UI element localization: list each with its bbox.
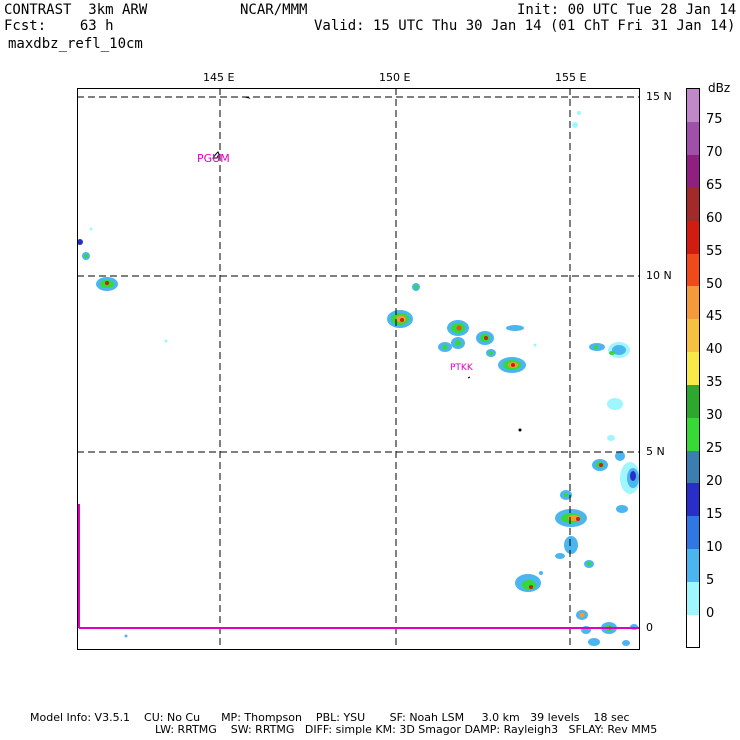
legend-swatch xyxy=(687,548,699,582)
legend-swatch xyxy=(687,417,699,451)
lon-label-155e: 155 E xyxy=(555,71,587,84)
legend-swatch xyxy=(687,121,699,156)
legend-swatch xyxy=(687,220,699,254)
legend-tick-label: 15 xyxy=(706,506,723,522)
lon-label-145e: 145 E xyxy=(203,71,235,84)
legend-tick-label: 65 xyxy=(706,177,723,193)
legend-swatch xyxy=(687,318,699,353)
footer-physics-info: LW: RRTMG SW: RRTMG DIFF: simple KM: 3D … xyxy=(155,723,658,736)
chuuk-outline xyxy=(467,376,471,379)
legend-swatch xyxy=(687,253,699,287)
echoes xyxy=(77,111,640,646)
legend-tick-label: 20 xyxy=(706,473,723,489)
footer-model-info: Model Info: V3.5.1 CU: No Cu MP: Thompso… xyxy=(30,711,630,724)
field-name: maxdbz_refl_10cm xyxy=(8,36,143,52)
lat-label-10n: 10 N xyxy=(646,269,672,282)
legend-swatch xyxy=(687,581,699,615)
valid-time: Valid: 15 UTC Thu 30 Jan 14 (01 ChT Fri … xyxy=(314,18,736,34)
guam-outline xyxy=(212,151,220,159)
legend-tick-label: 45 xyxy=(706,309,723,325)
legend-swatch xyxy=(687,482,699,517)
legend-swatch xyxy=(687,450,699,484)
legend-tick-label: 10 xyxy=(706,539,723,555)
legend-tick-label: 5 xyxy=(706,572,715,588)
lat-label-5n: 5 N xyxy=(646,445,665,458)
legend-tick-label: 50 xyxy=(706,276,723,292)
legend-tick-label: 0 xyxy=(706,605,715,621)
graticule xyxy=(77,88,639,650)
lat-label-equator: 0 xyxy=(646,621,653,634)
lon-label-150e: 150 E xyxy=(379,71,411,84)
legend-unit: dBz xyxy=(708,81,731,95)
map-frame xyxy=(77,88,640,650)
legend-swatch xyxy=(687,187,699,221)
color-legend xyxy=(686,88,700,648)
legend-tick-label: 70 xyxy=(706,144,723,160)
center-name: NCAR/MMM xyxy=(240,2,308,18)
legend-swatch xyxy=(687,614,699,648)
legend-tick-label: 25 xyxy=(706,441,723,456)
lat-label-15n: 15 N xyxy=(646,90,672,103)
legend-tick-label: 30 xyxy=(706,408,723,424)
init-time: Init: 00 UTC Tue 28 Jan 14 xyxy=(517,2,737,18)
legend-swatch xyxy=(687,154,699,188)
legend-swatch xyxy=(687,285,699,320)
experiment-title: CONTRAST 3km ARW xyxy=(4,2,148,18)
forecast-hour: Fcst: 63 h xyxy=(4,18,114,34)
legend-swatch xyxy=(687,384,699,418)
legend-tick-label: 55 xyxy=(706,243,723,259)
legend-tick-label: 75 xyxy=(706,112,723,127)
legend-tick-label: 60 xyxy=(706,210,723,226)
legend-swatch xyxy=(687,89,699,123)
domain-boundary xyxy=(77,504,639,629)
station-label-ptkk: PTKK xyxy=(450,363,473,373)
island-outline xyxy=(244,96,251,99)
station-label-pgum: PGUM xyxy=(197,152,230,165)
legend-tick-label: 35 xyxy=(706,375,723,391)
legend-tick-label: 40 xyxy=(706,342,723,358)
legend-swatch xyxy=(687,351,699,385)
legend-swatch xyxy=(687,515,699,550)
